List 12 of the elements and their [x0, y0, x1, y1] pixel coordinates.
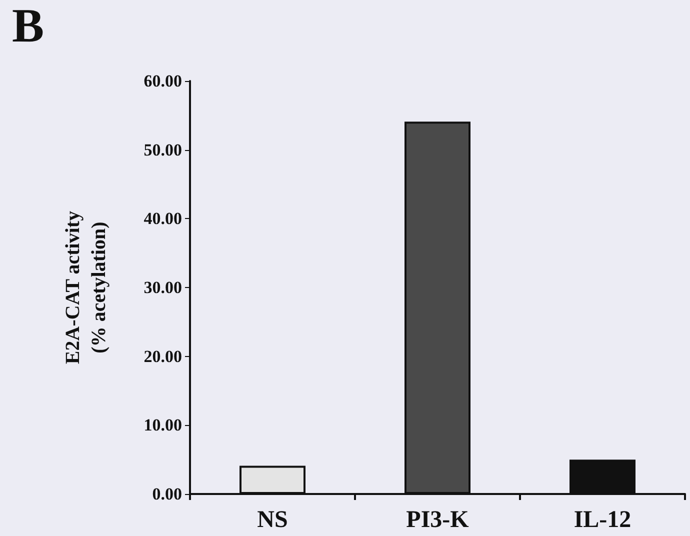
- y-tick-label: 50.00: [144, 140, 182, 160]
- text: B: [12, 0, 44, 52]
- y-tick-label: 60.00: [144, 72, 182, 90]
- y-tick-label: 0.00: [152, 484, 182, 504]
- y-tick-label: 40.00: [144, 209, 182, 228]
- y-tick-label: 10.00: [144, 416, 182, 435]
- y-axis-title: E2A-CAT activity (% acetylation): [62, 210, 110, 364]
- x-tick-label: PI3-K: [406, 507, 470, 533]
- y-tick-label: 30.00: [144, 278, 182, 297]
- x-tick-label: NS: [257, 507, 288, 533]
- x-tick-label: IL-12: [574, 507, 632, 533]
- y-tick-label: 20.00: [144, 346, 182, 366]
